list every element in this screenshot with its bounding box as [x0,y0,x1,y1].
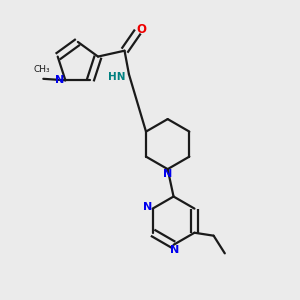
Text: N: N [56,75,65,85]
Text: N: N [170,245,180,255]
Text: CH₃: CH₃ [34,65,50,74]
Text: HN: HN [108,72,125,82]
Text: N: N [163,169,172,179]
Text: O: O [136,23,146,36]
Text: N: N [143,202,152,212]
